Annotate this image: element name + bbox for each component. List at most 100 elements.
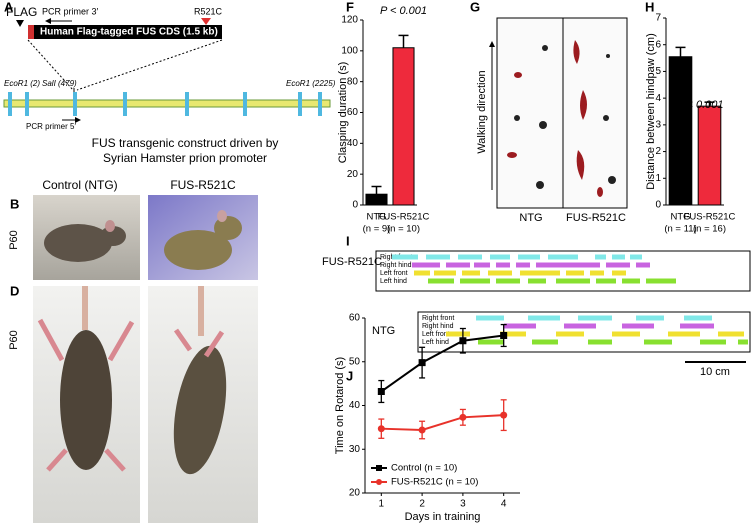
x-tick-label: 1 xyxy=(379,499,385,510)
step xyxy=(458,254,482,260)
y-axis-label: Distance between hindpaw (cm) xyxy=(645,33,657,190)
group-label: Control (NTG) xyxy=(42,178,117,192)
y-tick-label: 20 xyxy=(347,169,359,180)
group-label: FUS-R521C xyxy=(566,212,626,224)
caption: Syrian Hamster prion promoter xyxy=(103,151,267,165)
flag-marker xyxy=(16,20,24,27)
point xyxy=(459,337,467,345)
limb-label: Right hind xyxy=(380,262,412,269)
y-tick-label: 6 xyxy=(655,39,661,50)
construct-diagram: FLAG PCR primer 3′ R521C Human Flag-tagg… xyxy=(3,5,336,165)
limb-label: Left hind xyxy=(422,339,449,346)
category-note: (n = 11) xyxy=(664,224,696,235)
bar xyxy=(392,47,415,206)
gait-box xyxy=(375,250,751,292)
x-tick-label: FUS-R521C xyxy=(378,212,430,223)
x-tick-label: NTG xyxy=(366,212,386,223)
step xyxy=(532,339,558,345)
group-label: NTG xyxy=(519,212,542,224)
panel-letter: F xyxy=(346,0,354,14)
step xyxy=(684,315,712,321)
mutation-marker xyxy=(201,18,211,25)
step xyxy=(668,331,700,337)
step xyxy=(612,331,640,337)
x-tick-label: 2 xyxy=(419,499,425,510)
flag-tag xyxy=(28,25,34,39)
bar xyxy=(668,56,693,206)
cds-label: Human Flag-tagged FUS CDS (1.5 kb) xyxy=(40,27,218,38)
y-tick-label: 30 xyxy=(349,444,361,455)
panel-letter: J xyxy=(346,368,353,383)
legend-marker xyxy=(376,465,382,471)
step xyxy=(516,262,530,268)
step xyxy=(518,254,540,260)
step xyxy=(646,278,676,284)
step xyxy=(460,278,490,284)
step xyxy=(426,254,450,260)
step xyxy=(474,262,490,268)
panel-letter: G xyxy=(470,0,480,14)
point xyxy=(500,411,508,419)
gait-box xyxy=(417,311,751,353)
flag-label: FLAG xyxy=(6,5,37,19)
y-tick-label: 0 xyxy=(655,200,661,211)
series-line xyxy=(380,334,504,393)
limb-label: Left front xyxy=(422,331,450,338)
y-tick-label: 1 xyxy=(655,173,661,184)
y-tick-label: 80 xyxy=(347,76,359,87)
step xyxy=(556,278,590,284)
step xyxy=(636,315,664,321)
step xyxy=(490,254,510,260)
step xyxy=(590,270,604,276)
point xyxy=(459,413,467,421)
step xyxy=(528,315,560,321)
step xyxy=(644,339,672,345)
step xyxy=(588,339,612,345)
x-tick-label: 3 xyxy=(460,499,466,510)
legend-label: Control (n = 10) xyxy=(391,463,457,474)
step xyxy=(500,331,526,337)
age-label: P60 xyxy=(8,330,20,350)
y-tick-label: 3 xyxy=(655,119,661,130)
step xyxy=(462,270,480,276)
group-label: FUS-R521C xyxy=(322,256,382,268)
point xyxy=(418,359,426,367)
photo xyxy=(148,195,258,280)
step xyxy=(548,254,578,260)
step xyxy=(536,262,600,268)
y-tick-label: 60 xyxy=(349,313,361,324)
step xyxy=(520,270,560,276)
step xyxy=(622,278,640,284)
dash xyxy=(76,39,223,91)
y-tick-label: 100 xyxy=(341,45,358,56)
step xyxy=(636,262,650,268)
caption: FUS transgenic construct driven by xyxy=(92,136,279,150)
photo xyxy=(148,286,258,523)
cds-box xyxy=(28,25,222,39)
step xyxy=(680,323,714,329)
step xyxy=(630,254,642,260)
annotation: P < 0.001 xyxy=(380,5,427,17)
y-tick-label: 5 xyxy=(655,66,661,77)
axis-label: Walking direction xyxy=(476,70,488,153)
step xyxy=(476,315,504,321)
step xyxy=(700,339,726,345)
step xyxy=(595,254,606,260)
x-tick-label: FUS-R521C xyxy=(684,212,736,223)
step xyxy=(564,323,596,329)
y-axis-label: Time on Rotarod (s) xyxy=(334,357,346,454)
limb-label: Left front xyxy=(380,270,408,277)
bar xyxy=(697,105,722,206)
series-line xyxy=(381,414,504,432)
y-tick-label: 50 xyxy=(349,356,361,367)
step xyxy=(392,254,418,260)
site-label: EcoR1 (2225) xyxy=(286,79,336,88)
primer-label: PCR primer 5′ xyxy=(26,122,76,131)
step xyxy=(738,339,748,345)
panel-letter: I xyxy=(346,233,350,248)
step xyxy=(612,270,626,276)
bar xyxy=(365,193,388,206)
point xyxy=(418,426,426,434)
step xyxy=(718,331,744,337)
